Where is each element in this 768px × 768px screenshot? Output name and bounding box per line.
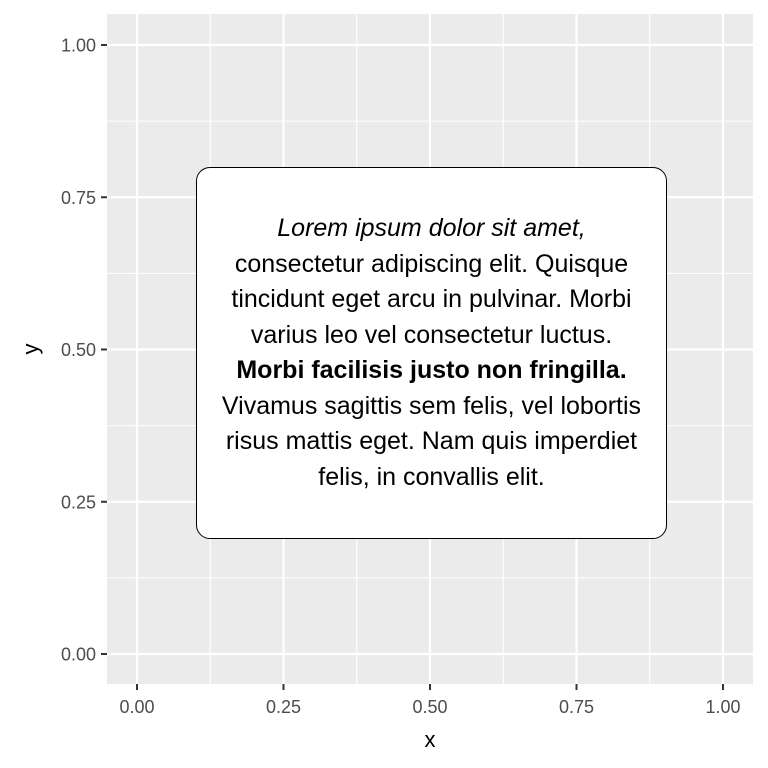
x-tick-label: 0.25 — [266, 697, 301, 717]
x-tick-label: 0.75 — [559, 697, 594, 717]
y-axis-title: y — [18, 344, 43, 355]
y-tick-label: 0.00 — [61, 645, 96, 665]
y-axis: 0.00 0.25 0.50 0.75 1.00 — [61, 36, 107, 665]
y-tick-label: 0.75 — [61, 188, 96, 208]
x-tick-label: 0.50 — [412, 697, 447, 717]
y-tick-label: 0.25 — [61, 492, 96, 512]
annotation-text-regular-1: consectetur adipiscing elit. Quisque tin… — [231, 249, 632, 349]
y-tick-label: 0.50 — [61, 340, 96, 360]
x-tick-label: 0.00 — [119, 697, 154, 717]
annotation-textbox: Lorem ipsum dolor sit amet, consectetur … — [196, 167, 667, 539]
x-tick-label: 1.00 — [705, 697, 740, 717]
x-axis-title: x — [425, 727, 436, 752]
annotation-text-italic: Lorem ipsum dolor sit amet, — [277, 214, 586, 242]
x-axis: 0.00 0.25 0.50 0.75 1.00 — [119, 684, 741, 717]
annotation-text: Lorem ipsum dolor sit amet, consectetur … — [217, 211, 646, 495]
annotation-text-bold: Morbi facilisis justo non fringilla. — [236, 356, 627, 384]
annotation-text-regular-2: Vivamus sagittis sem felis, vel lobortis… — [221, 391, 642, 491]
y-tick-label: 1.00 — [61, 36, 96, 56]
